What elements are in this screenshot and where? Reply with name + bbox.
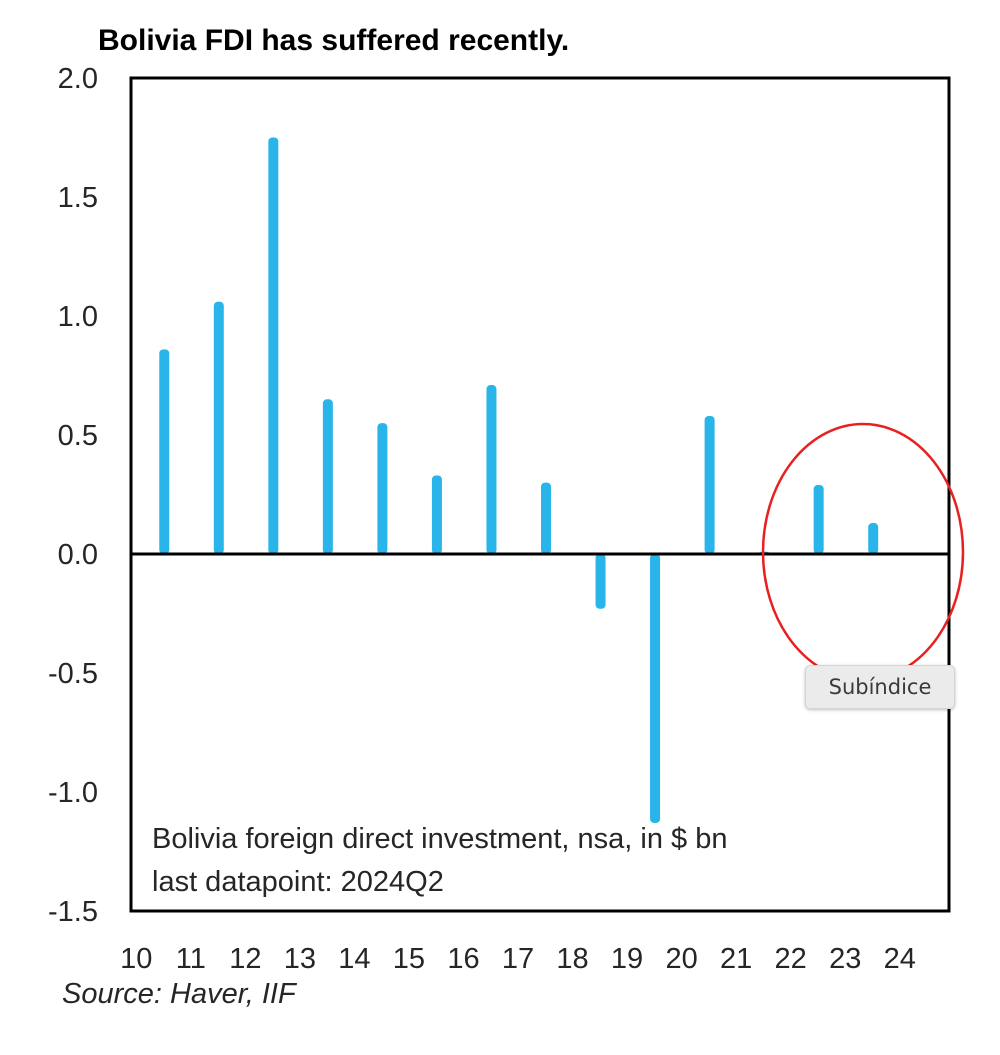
y-tick-label: -1.0 bbox=[48, 777, 98, 809]
bar-2013 bbox=[322, 399, 333, 554]
bar-2023 bbox=[868, 523, 879, 554]
bar-2022 bbox=[813, 484, 824, 554]
bar-2018 bbox=[595, 554, 606, 609]
bar-2016 bbox=[486, 385, 497, 554]
bar-2011 bbox=[213, 301, 224, 554]
x-tick-label: 14 bbox=[338, 943, 370, 975]
bar-2012 bbox=[268, 137, 279, 554]
x-tick-label: 18 bbox=[556, 943, 588, 975]
tooltip-label: Subíndice bbox=[828, 675, 932, 699]
x-tick-label: 13 bbox=[284, 943, 316, 975]
x-tick-label: 15 bbox=[393, 943, 425, 975]
x-axis-ticks: 10 11 12 13 14 15 16 17 18 19 20 21 22 23 24 bbox=[120, 943, 916, 975]
bar-series bbox=[159, 137, 879, 823]
y-axis-ticks: 2.0 1.5 1.0 0.5 0.0 -0.5 -1.0 -1.5 bbox=[48, 63, 98, 928]
y-tick-label: 1.0 bbox=[58, 301, 98, 333]
y-tick-label: 2.0 bbox=[58, 63, 98, 95]
chart-title: Bolivia FDI has suffered recently. bbox=[98, 24, 569, 57]
y-tick-label: 0.5 bbox=[58, 420, 98, 452]
tooltip: Subíndice bbox=[805, 665, 955, 709]
series-description: Bolivia foreign direct investment, nsa, … bbox=[152, 823, 727, 855]
y-tick-label: -1.5 bbox=[48, 896, 98, 928]
plot-frame bbox=[129, 76, 951, 913]
x-tick-label: 11 bbox=[176, 943, 206, 975]
bar-2010 bbox=[159, 349, 170, 554]
bar-2014 bbox=[377, 423, 388, 554]
source-note: Source: Haver, IIF bbox=[62, 978, 298, 1010]
x-tick-label: 17 bbox=[502, 943, 534, 975]
y-tick-label: -0.5 bbox=[48, 658, 98, 690]
x-tick-label: 12 bbox=[229, 943, 261, 975]
highlight-circle bbox=[761, 422, 965, 682]
x-tick-label: 10 bbox=[120, 943, 152, 975]
x-tick-label: 22 bbox=[775, 943, 807, 975]
bar-2019 bbox=[650, 554, 661, 823]
bar-2015 bbox=[431, 475, 442, 554]
bar-2020 bbox=[704, 415, 715, 554]
y-tick-label: 0.0 bbox=[58, 539, 98, 571]
x-tick-label: 16 bbox=[447, 943, 479, 975]
x-tick-label: 23 bbox=[829, 943, 861, 975]
bar-2017 bbox=[541, 482, 551, 554]
x-tick-label: 24 bbox=[884, 943, 916, 975]
x-tick-label: 19 bbox=[611, 943, 643, 975]
x-tick-label: 21 bbox=[720, 943, 752, 975]
y-tick-label: 1.5 bbox=[58, 182, 98, 214]
x-tick-label: 20 bbox=[665, 943, 697, 975]
last-datapoint-note: last datapoint: 2024Q2 bbox=[152, 866, 444, 898]
